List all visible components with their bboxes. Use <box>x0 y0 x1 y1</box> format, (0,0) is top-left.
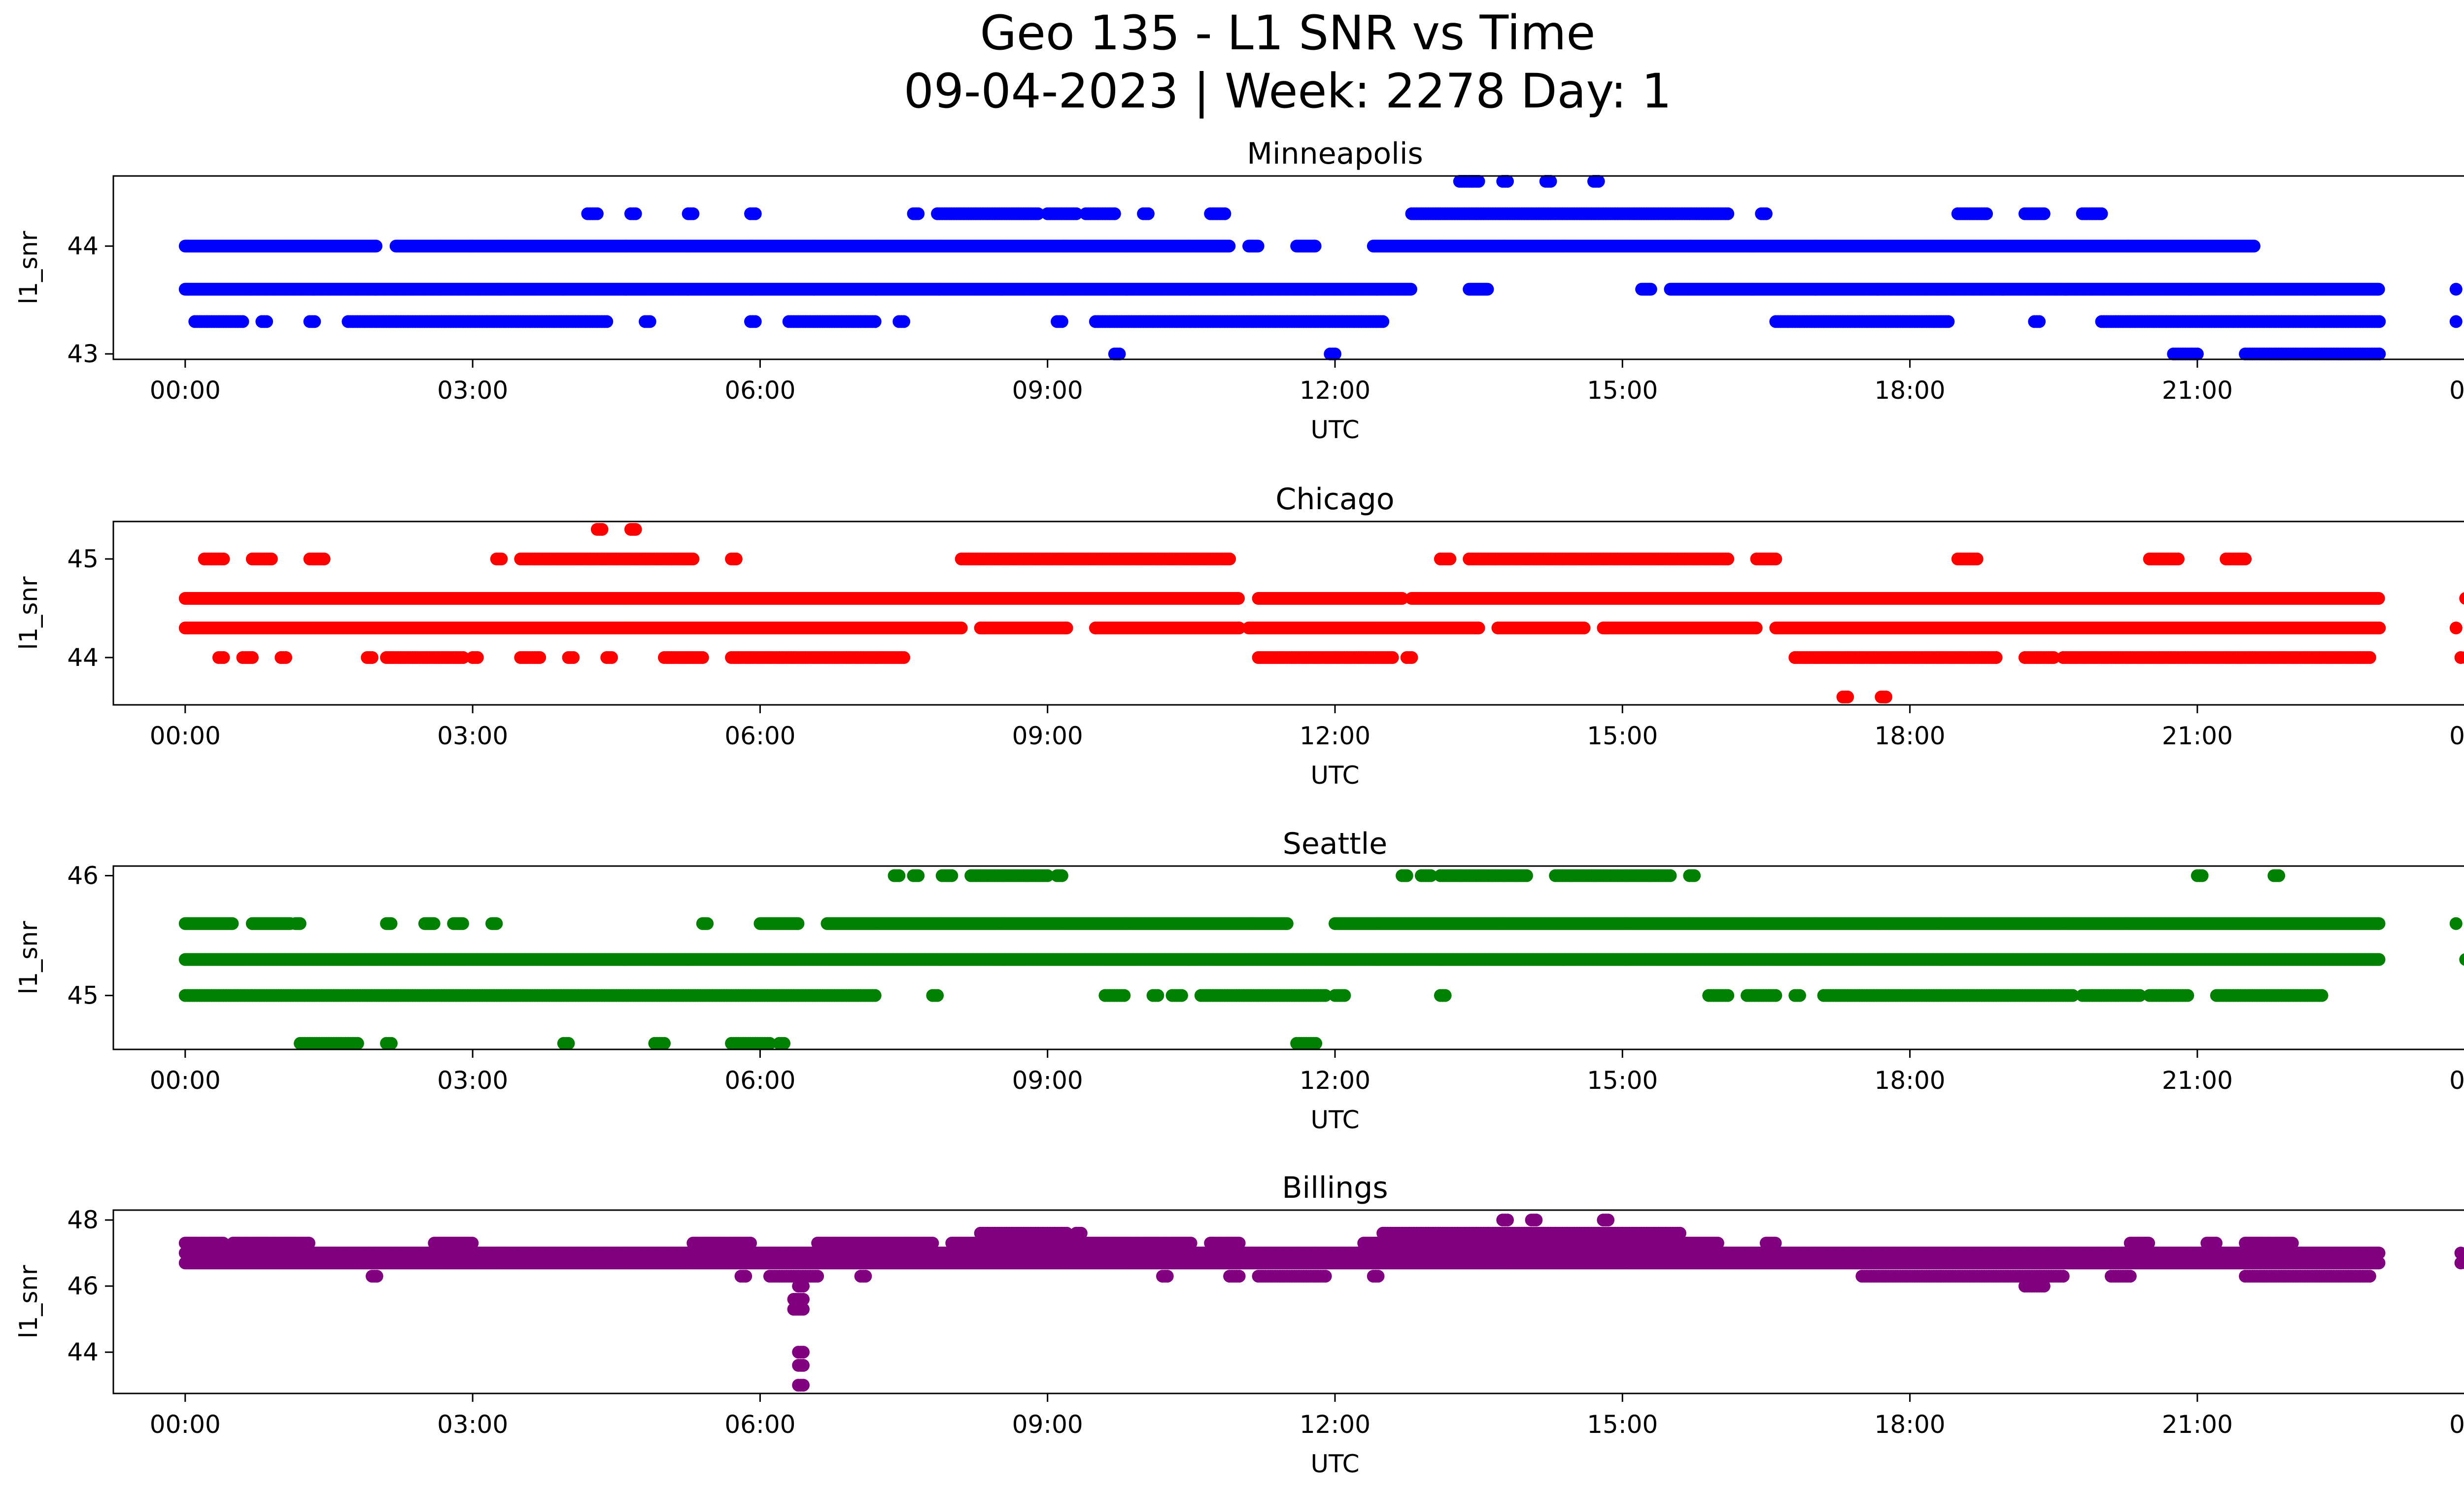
data-point <box>2373 315 2386 328</box>
x-tick-label: 00:00 <box>2449 376 2464 405</box>
data-point <box>590 207 604 220</box>
data-point <box>495 553 508 565</box>
figure-title-line2: 09-04-2023 | Week: 2278 Day: 1 <box>904 64 1672 119</box>
data-point <box>1942 315 1955 328</box>
data-point <box>1404 282 1417 296</box>
data-point <box>643 315 656 328</box>
data-point <box>2248 240 2260 253</box>
data-point <box>2449 315 2463 328</box>
data-point <box>1481 282 1494 296</box>
data-point <box>595 523 609 536</box>
data-point <box>1544 174 1557 188</box>
data-point <box>1108 207 1121 220</box>
y-tick-label: 44 <box>67 232 99 260</box>
data-point <box>1376 315 1390 328</box>
data-point <box>2190 348 2204 361</box>
data-point <box>749 315 762 328</box>
data-point <box>308 315 321 328</box>
data-point <box>2172 553 2185 565</box>
data-point <box>2372 282 2385 296</box>
data-point <box>1769 553 1782 565</box>
data-point <box>1070 207 1083 220</box>
x-tick-label: 06:00 <box>724 376 795 405</box>
data-point <box>1113 348 1126 361</box>
data-point <box>1251 240 1265 253</box>
data-point <box>1329 348 1341 361</box>
x-tick-label: 00:00 <box>150 376 221 405</box>
data-points <box>178 174 2463 361</box>
data-point <box>749 207 762 220</box>
data-point <box>1759 207 1773 220</box>
data-point <box>1721 553 1735 565</box>
axes-frame <box>112 175 2464 360</box>
data-point <box>236 315 249 328</box>
data-point <box>1141 207 1155 220</box>
data-point <box>686 553 700 565</box>
y-axis-label: l1_snr <box>14 231 43 304</box>
x-tick-label: 18:00 <box>1875 376 1946 405</box>
data-point <box>2239 553 2252 565</box>
data-point <box>1031 207 1045 220</box>
data-point <box>729 553 743 565</box>
data-point <box>600 315 614 328</box>
data-point <box>1472 174 1485 188</box>
x-axis-label: UTC <box>1310 416 1359 444</box>
data-point <box>1644 282 1657 296</box>
data-point <box>1592 174 1605 188</box>
panel-title: Minneapolis <box>1247 137 1423 171</box>
data-point <box>868 315 882 328</box>
data-point <box>2095 207 2108 220</box>
data-point <box>686 207 700 220</box>
data-point <box>2449 282 2463 296</box>
data-point <box>897 315 911 328</box>
data-points <box>178 523 2464 703</box>
x-tick-label: 09:00 <box>1012 376 1083 405</box>
data-point <box>1970 553 1984 565</box>
data-point <box>912 207 925 220</box>
x-tick-label: 21:00 <box>2162 376 2233 405</box>
data-point <box>1721 207 1735 220</box>
x-tick-label: 12:00 <box>1300 376 1370 405</box>
data-point <box>317 553 331 565</box>
data-point <box>629 523 642 536</box>
x-tick-label: 03:00 <box>437 376 508 405</box>
chart-panel-chicago: 00:00 03:00 06:00 09:00 12:00 15:00 18:00 21:00… <box>14 482 2464 790</box>
x-tick-label: 15:00 <box>1587 376 1658 405</box>
figure-title-line1: Geo 135 - L1 SNR vs Time <box>980 5 1596 61</box>
data-point <box>370 240 383 253</box>
data-point <box>629 207 642 220</box>
chart-panel-minneapolis: 00:00 03:00 06:00 09:00 12:00 15:00 18:00 21:00… <box>14 137 2464 444</box>
data-point <box>1218 207 1232 220</box>
data-point <box>217 553 230 565</box>
data-point <box>265 553 278 565</box>
data-point <box>1501 174 1514 188</box>
y-tick-label: 43 <box>67 340 99 368</box>
data-point <box>1223 240 1236 253</box>
data-point <box>1980 207 1993 220</box>
data-point <box>1223 553 1236 565</box>
data-point <box>2373 348 2386 361</box>
data-point <box>2037 207 2051 220</box>
data-point <box>1443 553 1457 565</box>
data-point <box>1055 315 1068 328</box>
data-point <box>260 315 274 328</box>
data-point <box>1308 240 1322 253</box>
data-point <box>2033 315 2046 328</box>
